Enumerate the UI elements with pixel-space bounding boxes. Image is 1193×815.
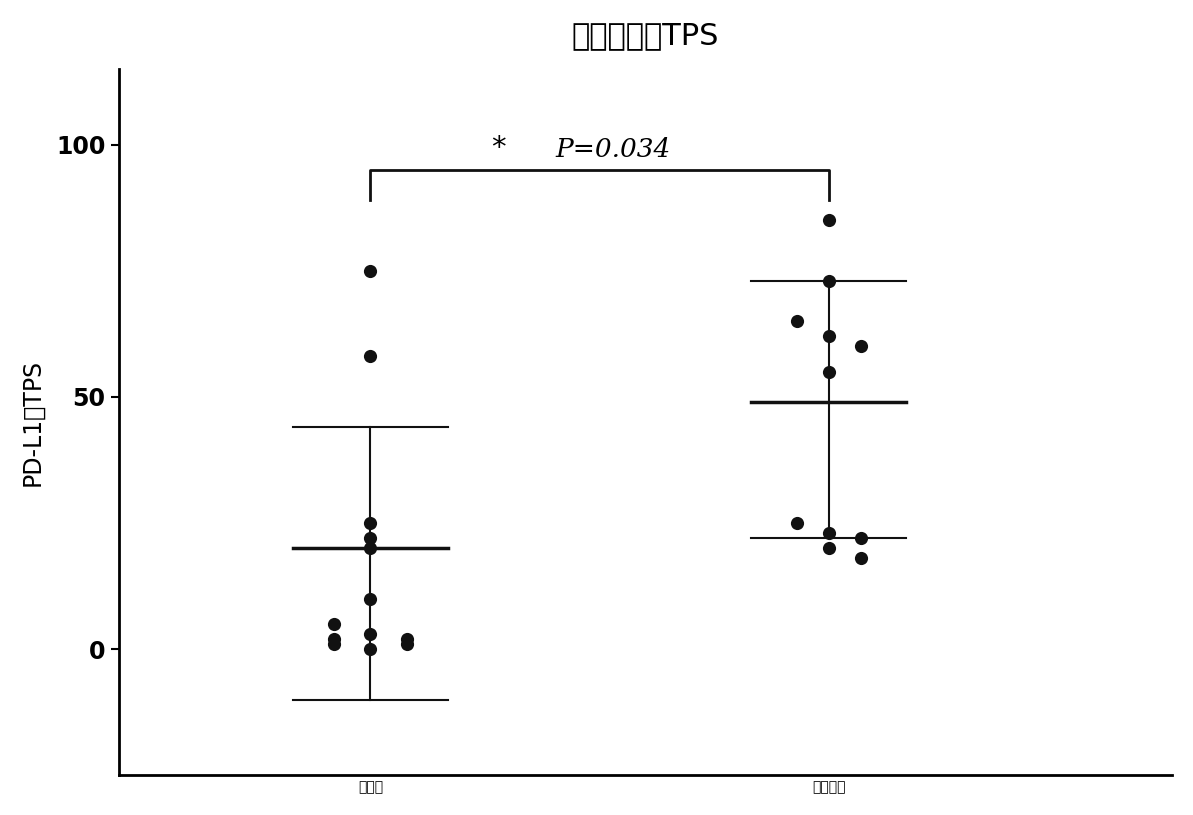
Point xyxy=(324,632,344,645)
Point xyxy=(820,214,839,227)
Point xyxy=(787,517,806,530)
Point xyxy=(820,365,839,378)
Point xyxy=(397,632,416,645)
Point xyxy=(820,542,839,555)
Text: *: * xyxy=(492,134,506,162)
Point xyxy=(324,637,344,650)
Point xyxy=(361,264,381,277)
Point xyxy=(361,350,381,363)
Point xyxy=(787,315,806,328)
Point xyxy=(361,593,381,606)
Point xyxy=(851,340,870,353)
Y-axis label: PD-L1的TPS: PD-L1的TPS xyxy=(20,359,45,486)
Point xyxy=(851,531,870,544)
Point xyxy=(361,628,381,641)
Point xyxy=(851,552,870,565)
Point xyxy=(820,275,839,288)
Point xyxy=(324,618,344,631)
Point xyxy=(361,643,381,656)
Point xyxy=(397,637,416,650)
Point xyxy=(820,330,839,343)
Point xyxy=(361,542,381,555)
Point xyxy=(820,526,839,540)
Text: P=0.034: P=0.034 xyxy=(556,137,670,162)
Point xyxy=(361,531,381,544)
Point xyxy=(361,517,381,530)
Title: 肿瘾区域的TPS: 肿瘾区域的TPS xyxy=(571,21,719,50)
